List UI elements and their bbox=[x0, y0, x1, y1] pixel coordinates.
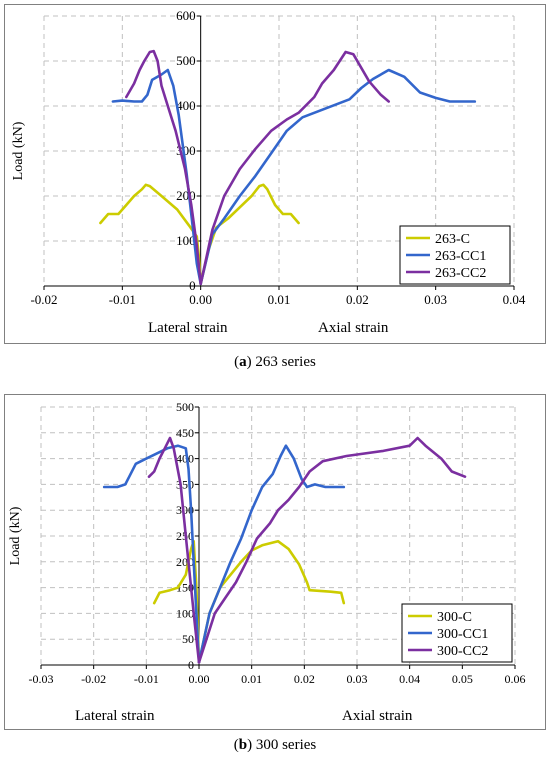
x-tick-label-300: -0.03 bbox=[29, 672, 54, 686]
chart-263-series: Lateral strain Axial strain 010020030040… bbox=[11, 8, 526, 336]
series-line-263-cc1-lateral bbox=[111, 68, 202, 286]
caption-263-series: (a) 263 series bbox=[234, 354, 316, 370]
x-tick-label-263: -0.02 bbox=[30, 292, 57, 307]
legend-label-263-cc1: 263-CC1 bbox=[435, 249, 486, 264]
series-line-300-cc2-axial bbox=[197, 436, 467, 664]
caption-letter-b: b bbox=[238, 737, 248, 753]
y-tick-label-263: 500 bbox=[176, 53, 196, 68]
x-tick-label-300: -0.02 bbox=[81, 672, 106, 686]
y-tick-label-263: 100 bbox=[176, 233, 196, 248]
series-line-263-cc2-axial bbox=[199, 50, 391, 286]
legend-label-300-cc1: 300-CC1 bbox=[437, 627, 488, 642]
series-line-300-cc1-axial bbox=[197, 444, 346, 664]
legend-label-300-c: 300-C bbox=[437, 610, 472, 625]
y-axis-title-263: Load (kN) bbox=[11, 121, 26, 180]
caption-letter-a: a bbox=[239, 354, 247, 370]
caption-text-a: 263 series bbox=[251, 354, 316, 370]
chart-300-series: Lateral strain Axial strain 050100150200… bbox=[8, 400, 526, 724]
series-line-263-cc1-axial bbox=[199, 68, 477, 286]
x-tick-label-300: 0.05 bbox=[452, 672, 473, 686]
x-tick-label-263: 0.02 bbox=[346, 292, 369, 307]
x-tick-label-300: 0.02 bbox=[294, 672, 315, 686]
x-tick-label-300: 0.04 bbox=[399, 672, 420, 686]
axial-strain-label-263: Axial strain bbox=[318, 320, 389, 336]
x-tick-label-300: 0.03 bbox=[347, 672, 368, 686]
x-tick-label-263: 0.03 bbox=[424, 292, 447, 307]
y-tick-label-263: 200 bbox=[176, 188, 196, 203]
caption-300-series: (b) 300 series bbox=[233, 737, 317, 753]
series-line-300-c-axial bbox=[197, 539, 346, 664]
caption-text-b: 300 series bbox=[252, 737, 317, 753]
y-tick-label-300: 450 bbox=[176, 426, 194, 440]
x-tick-label-300: 0.06 bbox=[505, 672, 526, 686]
y-tick-label-263: 400 bbox=[176, 98, 196, 113]
series-line-263-cc2-lateral bbox=[125, 49, 202, 286]
x-tick-label-263: -0.01 bbox=[109, 292, 136, 307]
chart-frame-263 bbox=[4, 4, 546, 344]
y-tick-label-300: 500 bbox=[176, 400, 194, 414]
x-tick-label-263: 0.04 bbox=[503, 292, 526, 307]
x-tick-label-300: 0.01 bbox=[241, 672, 262, 686]
legend-label-263-c: 263-C bbox=[435, 232, 470, 247]
y-tick-label-300: 200 bbox=[176, 555, 194, 569]
lateral-strain-label-300: Lateral strain bbox=[75, 708, 155, 724]
x-tick-label-263: 0.00 bbox=[189, 292, 212, 307]
y-tick-label-263: 600 bbox=[176, 8, 196, 23]
y-tick-label-300: 400 bbox=[176, 452, 194, 466]
y-tick-label-300: 300 bbox=[176, 503, 194, 517]
y-axis-title-300: Load (kN) bbox=[8, 506, 23, 565]
x-tick-label-263: 0.01 bbox=[268, 292, 291, 307]
legend-label-300-cc2: 300-CC2 bbox=[437, 644, 488, 659]
x-tick-label-300: -0.01 bbox=[134, 672, 159, 686]
series-line-263-c-axial bbox=[199, 183, 300, 286]
y-tick-label-300: 50 bbox=[182, 632, 194, 646]
axial-strain-label-300: Axial strain bbox=[342, 708, 413, 724]
x-tick-label-300: 0.00 bbox=[189, 672, 210, 686]
legend-label-263-cc2: 263-CC2 bbox=[435, 266, 486, 281]
lateral-strain-label-263: Lateral strain bbox=[148, 320, 228, 336]
series-line-300-cc2-lateral bbox=[147, 436, 201, 664]
y-tick-label-300: 100 bbox=[176, 606, 194, 620]
